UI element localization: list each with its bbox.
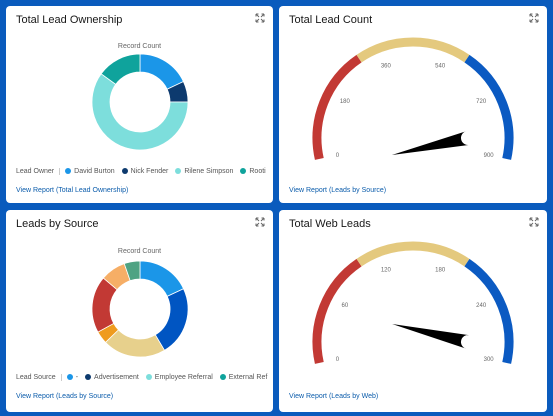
legend-item[interactable]: - xyxy=(66,373,79,381)
gauge-tick-label: 540 xyxy=(435,63,446,69)
legend-item[interactable]: Nick Fender xyxy=(121,167,169,175)
gauge-needle xyxy=(392,323,470,349)
legend-title: Lead Owner xyxy=(16,167,61,175)
card-total-lead-count: Total Lead Count 0 180 360 540 720 900 View R… xyxy=(279,6,547,203)
card-title: Leads by Source xyxy=(16,218,99,230)
legend-label: Rilene Simpson xyxy=(184,167,234,175)
legend-swatch xyxy=(65,168,72,174)
legend-item[interactable]: Rooti xyxy=(240,167,266,175)
card-total-web-leads: Total Web Leads 0 60 120 180 240 300 View Rep… xyxy=(279,210,547,412)
legend-swatch xyxy=(240,168,247,174)
gauge-band xyxy=(356,241,470,267)
legend-swatch xyxy=(145,374,152,380)
gauge-tick-label: 300 xyxy=(484,357,495,363)
card-leads-by-source: Leads by Source Record Count Lead Source… xyxy=(6,210,273,412)
donut-chart-ownership xyxy=(91,53,189,151)
expand-icon[interactable] xyxy=(255,13,265,23)
chart-subtitle: Record Count xyxy=(117,248,162,255)
legend-swatch xyxy=(175,168,182,174)
donut-slice[interactable] xyxy=(139,260,185,297)
legend-swatch xyxy=(121,168,128,174)
expand-icon[interactable] xyxy=(529,13,539,23)
card-title: Total Web Leads xyxy=(289,218,371,230)
legend-label: Employee Referral xyxy=(154,373,213,381)
gauge-band xyxy=(312,54,362,160)
legend-swatch xyxy=(219,374,226,380)
donut-slice[interactable] xyxy=(139,53,184,90)
view-report-link[interactable]: View Report (Leads by Source) xyxy=(16,393,114,400)
gauge-chart-web-leads: 0 60 120 180 240 300 xyxy=(312,241,514,364)
gauge-band xyxy=(356,37,470,63)
legend-title: Lead Source xyxy=(16,373,62,381)
expand-icon[interactable] xyxy=(529,217,539,227)
legend-swatch xyxy=(66,374,73,380)
donut-slice[interactable] xyxy=(91,73,189,151)
legend-label: David Burton xyxy=(74,167,115,175)
legend-label: Nick Fender xyxy=(130,167,169,175)
donut-slice[interactable] xyxy=(100,53,141,85)
donut-slice[interactable] xyxy=(123,260,141,282)
card-title: Total Lead Ownership xyxy=(16,14,123,26)
view-report-link[interactable]: View Report (Total Lead Ownership) xyxy=(16,187,129,194)
gauge-tick-label: 120 xyxy=(381,267,392,273)
view-report-link[interactable]: View Report (Leads by Source) xyxy=(289,187,387,194)
chart-subtitle: Record Count xyxy=(117,43,162,50)
legend-swatch xyxy=(85,374,92,380)
expand-icon[interactable] xyxy=(255,217,265,227)
legend-label: Rooti xyxy=(249,167,266,175)
gauge-tick-label: 0 xyxy=(336,153,340,159)
legend-label: External Ref xyxy=(228,373,268,381)
legend-item[interactable]: David Burton xyxy=(65,167,115,175)
legend-label: Advertisement xyxy=(94,373,139,381)
card-title: Total Lead Count xyxy=(289,14,373,26)
gauge-tick-label: 60 xyxy=(342,303,349,309)
gauge-tick-label: 180 xyxy=(435,267,446,273)
gauge-tick-label: 360 xyxy=(381,63,392,69)
gauge-tick-label: 0 xyxy=(336,357,340,363)
legend-item[interactable]: Employee Referral xyxy=(145,373,213,381)
legend-item[interactable]: External Ref xyxy=(219,373,268,381)
gauge-tick-label: 720 xyxy=(476,99,487,105)
gauge-band xyxy=(464,54,514,160)
gauge-tick-label: 240 xyxy=(476,303,487,309)
gauge-tick-label: 180 xyxy=(340,99,351,105)
gauge-needle xyxy=(391,131,470,156)
donut-chart-source xyxy=(91,260,189,358)
gauge-band xyxy=(312,258,362,364)
view-report-link[interactable]: View Report (Leads by Web) xyxy=(289,393,379,400)
gauge-chart-lead-count: 0 180 360 540 720 900 xyxy=(312,37,514,160)
donut-slice[interactable] xyxy=(154,288,189,351)
legend: Lead Owner David Burton Nick Fender Rile… xyxy=(16,164,273,178)
card-total-lead-ownership: Total Lead Ownership Record Count Lead O… xyxy=(6,6,273,203)
legend: Lead Source - Advertisement Employee Ref… xyxy=(16,370,273,384)
gauge-tick-label: 900 xyxy=(484,153,495,159)
legend-item[interactable]: Rilene Simpson xyxy=(175,168,233,175)
gauge-band xyxy=(464,258,514,364)
legend-label: - xyxy=(75,373,79,381)
legend-item[interactable]: Advertisement xyxy=(85,374,139,381)
